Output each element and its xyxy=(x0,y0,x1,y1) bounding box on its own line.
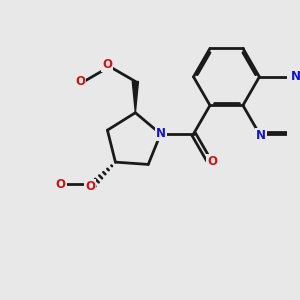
Text: O: O xyxy=(85,180,95,193)
Text: O: O xyxy=(75,75,85,88)
Text: N: N xyxy=(291,70,300,83)
Text: O: O xyxy=(102,58,112,71)
Text: O: O xyxy=(207,155,218,168)
Text: N: N xyxy=(156,128,166,140)
Text: O: O xyxy=(56,178,66,191)
Text: N: N xyxy=(256,129,266,142)
Polygon shape xyxy=(132,81,138,113)
